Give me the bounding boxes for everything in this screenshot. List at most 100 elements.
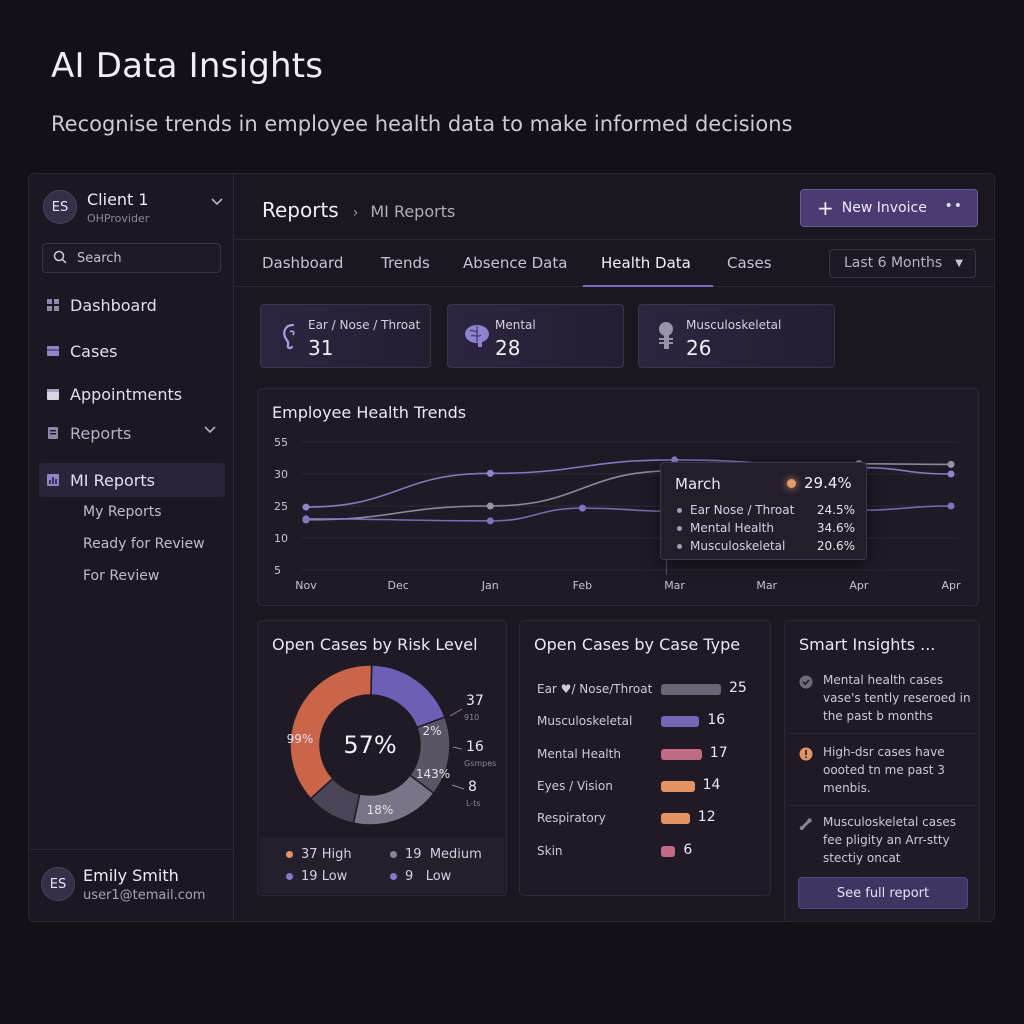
sidebar-item-cases[interactable]: Cases	[42, 334, 222, 368]
tab-trends[interactable]: Trends	[381, 254, 430, 272]
panel-title: Smart Insights ...	[799, 635, 936, 654]
x-tick-label: Nov	[295, 579, 317, 592]
sidebar-item-label: Dashboard	[70, 295, 157, 315]
chevron-down-icon	[204, 426, 216, 434]
tooltip-row-label: Mental Health	[690, 521, 774, 535]
new-invoice-label: New Invoice	[841, 200, 927, 216]
slice-label: 99%	[287, 732, 314, 746]
subnav-for-review[interactable]: For Review	[83, 568, 160, 584]
data-point	[486, 517, 494, 525]
x-tick-label: Jan	[481, 579, 499, 592]
case-type-row: Skin 6	[537, 842, 762, 860]
stat-label: Musculoskeletal	[686, 318, 782, 332]
search-box[interactable]	[42, 243, 221, 273]
sidebar-item-label: Cases	[70, 341, 118, 361]
stat-card-musculoskeletal[interactable]: Musculoskeletal 26	[638, 304, 835, 368]
tooltip-row: Musculoskeletal 20.6%	[677, 539, 855, 553]
tooltip-row-value: 20.6%	[816, 539, 855, 553]
bullet-icon	[677, 508, 682, 513]
tab-absence-data[interactable]: Absence Data	[463, 254, 568, 272]
donut-center-value: 57%	[343, 731, 396, 759]
callout-value: 37	[466, 693, 484, 709]
legend-label: Medium	[429, 847, 482, 862]
active-tab-indicator	[583, 285, 713, 287]
case-type-label: Eyes / Vision	[537, 778, 613, 793]
report-icon	[48, 427, 58, 439]
sidebar-item-reports[interactable]: Reports	[42, 416, 222, 450]
breadcrumb-separator: ›	[352, 205, 359, 221]
panel-title: Open Cases by Risk Level	[272, 635, 478, 654]
sidebar-item-appointments[interactable]: Appointments	[42, 377, 222, 411]
case-type-label: Respiratory	[537, 811, 606, 826]
x-tick-label: Mar	[664, 579, 685, 592]
case-type-panel: Open Cases by Case Type Ear ♥/ Nose/Thro…	[519, 620, 771, 896]
x-tick-label: Apr	[941, 579, 961, 592]
stat-label: Ear / Nose / Throat	[308, 318, 421, 332]
insight-text: High-dsr cases have oooted tn me past 3 …	[823, 745, 945, 795]
user-email: user1@temail.com	[83, 888, 206, 903]
tab-health-data[interactable]: Health Data	[601, 254, 691, 272]
tab-cases[interactable]: Cases	[727, 254, 772, 272]
new-invoice-button[interactable]: + New Invoice ••	[800, 189, 978, 227]
case-type-bar	[661, 845, 676, 857]
avatar: ES	[41, 867, 75, 901]
stat-value: 31	[308, 336, 334, 360]
data-point	[486, 469, 494, 477]
case-type-label: Musculoskeletal	[537, 714, 633, 729]
stat-label: Mental	[495, 318, 536, 332]
legend-label: Low	[321, 869, 348, 884]
brain-icon	[465, 325, 489, 347]
breadcrumb: Reports › MI Reports	[262, 198, 455, 222]
series-line	[305, 462, 952, 521]
case-type-value: 12	[697, 809, 716, 826]
date-range-value: Last 6 Months	[844, 255, 943, 271]
skeleton-icon	[659, 322, 673, 349]
sidebar-item-mi-reports[interactable]: MI Reports	[39, 463, 225, 497]
slice-label: 2%	[422, 724, 441, 738]
case-type-value: 16	[707, 712, 726, 729]
client-name: Client 1	[87, 190, 149, 209]
client-switcher[interactable]: ES Client 1 OHProvider	[43, 188, 223, 228]
case-type-value: 25	[729, 680, 747, 696]
legend-label: High	[321, 847, 352, 862]
stat-card-mental[interactable]: Mental 28	[447, 304, 624, 368]
search-input[interactable]	[77, 249, 212, 267]
y-tick-label: 30	[274, 468, 288, 481]
data-point	[302, 515, 310, 523]
subnav-my-reports[interactable]: My Reports	[83, 504, 162, 520]
case-type-label: Ear ♥/ Nose/Throat	[537, 682, 653, 696]
app-window: ES Client 1 OHProvider Dashboard Cases A…	[28, 173, 995, 922]
divider	[789, 733, 975, 734]
smart-insights-panel: Smart Insights ... Mental health cases v…	[784, 620, 980, 921]
bullet-icon	[677, 544, 682, 549]
case-type-label: Skin	[537, 843, 563, 858]
case-type-label: Mental Health	[537, 746, 621, 761]
user-profile[interactable]: ES Emily Smith user1@temail.com	[29, 849, 233, 921]
callout-value: 8	[468, 779, 477, 795]
data-point	[947, 470, 955, 478]
legend-dot	[390, 873, 397, 880]
tooltip-main-value: 29.4%	[804, 474, 852, 492]
case-type-row: Respiratory 12	[537, 809, 762, 827]
risk-donut-chart: 57% 99% 2% 143% 18% 37 910 16 Gsmpes 8 L-ts	[287, 664, 496, 826]
legend-count: 19	[301, 869, 318, 884]
more-icon: ••	[944, 198, 963, 214]
callout-leader	[452, 746, 463, 750]
see-full-report-button[interactable]: See full report	[798, 877, 968, 909]
tab-dashboard[interactable]: Dashboard	[262, 254, 344, 272]
case-type-value: 14	[702, 776, 721, 793]
subnav-ready-for-review[interactable]: Ready for Review	[83, 536, 205, 552]
x-tick-label: Mar	[756, 579, 777, 592]
main-content: Reports › MI Reports + New Invoice •• Da…	[234, 174, 994, 921]
case-type-bar	[661, 748, 702, 760]
tooltip-row-label: Musculoskeletal	[690, 539, 786, 553]
case-type-value: 6	[683, 841, 693, 858]
breadcrumb-root[interactable]: Reports	[262, 198, 339, 222]
sidebar-item-dashboard[interactable]: Dashboard	[42, 288, 222, 322]
health-trends-panel: Employee Health Trends 55 30 25 10 5 Nov Dec Ja…	[257, 388, 979, 606]
calendar-icon	[47, 389, 59, 400]
date-range-select[interactable]: Last 6 Months ▼	[829, 249, 976, 278]
chevron-down-icon	[211, 198, 223, 206]
stat-card-ent[interactable]: Ear / Nose / Throat 31	[260, 304, 431, 368]
tooltip-row: Ear Nose / Throat 24.5%	[677, 503, 855, 517]
